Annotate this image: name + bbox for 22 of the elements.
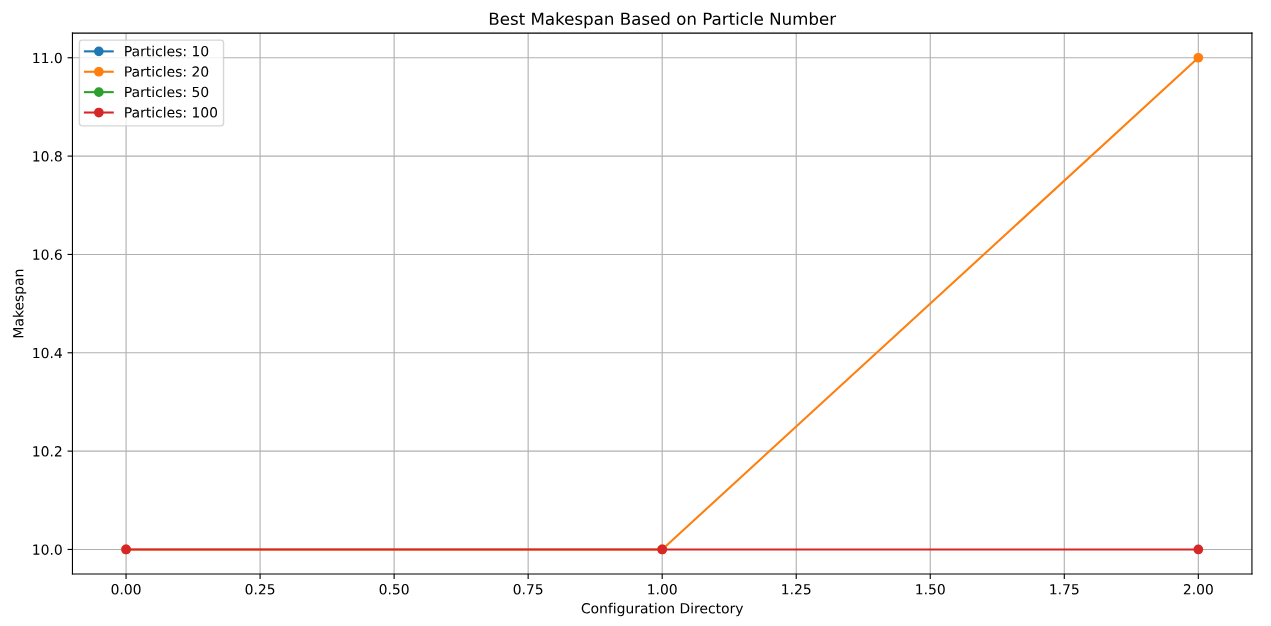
legend-label: Particles: 10 <box>125 45 209 57</box>
y-tick-label: 10.2 <box>33 446 62 457</box>
x-axis-title: Configuration Directory <box>581 602 744 617</box>
x-tick-label: 1.50 <box>916 584 945 595</box>
x-tick-label: 0.00 <box>111 584 141 595</box>
y-tick-label: 10.6 <box>33 249 62 260</box>
y-tick-label: 10.0 <box>33 544 62 555</box>
x-tick-label: 1.00 <box>648 584 677 595</box>
chart-title: Best Makespan Based on Particle Number <box>489 12 837 29</box>
y-tick-label: 11.0 <box>33 52 62 64</box>
x-tick-label: 1.75 <box>1050 584 1079 595</box>
legend-label: Particles: 50 <box>125 86 209 98</box>
x-tick-label: 0.50 <box>379 584 409 595</box>
x-tick-label: 0.25 <box>245 584 275 595</box>
y-tick-label: 10.8 <box>33 151 62 162</box>
x-tick-label: 2.00 <box>1183 584 1213 595</box>
y-axis-title: Makespan <box>12 269 27 338</box>
x-tick-label: 0.75 <box>513 584 543 595</box>
legend-label: Particles: 20 <box>125 66 209 77</box>
y-tick-label: 10.4 <box>33 347 62 359</box>
x-tick-label: 1.25 <box>782 584 811 595</box>
legend-label: Particles: 100 <box>125 106 218 118</box>
